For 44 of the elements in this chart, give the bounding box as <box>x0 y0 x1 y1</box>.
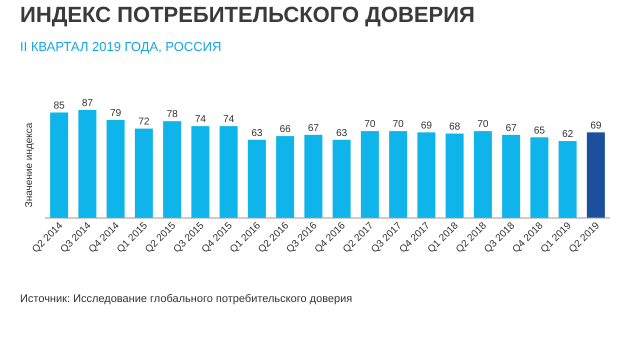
bar <box>220 126 238 218</box>
y-axis-title: Значение индекса <box>24 122 35 208</box>
data-label: 79 <box>110 108 122 119</box>
bar <box>163 121 182 218</box>
data-label: 69 <box>420 120 432 132</box>
data-label: 87 <box>82 98 94 109</box>
bar <box>474 131 492 218</box>
bar <box>134 128 153 218</box>
bar <box>106 120 125 218</box>
data-label: 63 <box>336 128 348 139</box>
data-label: 67 <box>506 122 518 134</box>
data-label: 70 <box>477 119 489 130</box>
bar <box>50 112 68 218</box>
bar <box>417 132 436 218</box>
data-label: 62 <box>562 129 574 140</box>
chart-title: ИНДЕКС ПОТРЕБИТЕЛЬСКОГО ДОВЕРИЯ <box>20 2 475 27</box>
bar <box>191 126 210 218</box>
bar <box>360 131 379 218</box>
data-label: 67 <box>308 122 320 134</box>
bar <box>304 134 322 218</box>
data-label: 70 <box>392 119 404 130</box>
data-label: 66 <box>280 124 292 136</box>
data-label: 74 <box>194 114 206 126</box>
data-label: 78 <box>166 109 178 120</box>
data-label: 72 <box>138 116 150 128</box>
bar <box>558 141 577 218</box>
bar <box>389 131 408 218</box>
bar <box>78 110 96 218</box>
bar <box>248 140 266 218</box>
bar <box>446 134 464 218</box>
data-label: 74 <box>223 114 235 126</box>
bar <box>332 140 351 218</box>
data-label: 63 <box>251 128 263 139</box>
data-label: 68 <box>449 122 461 133</box>
text: Источник: Исследование глобального потребительского доверия <box>20 293 352 305</box>
data-label: 85 <box>54 100 66 112</box>
bar <box>502 134 520 218</box>
data-label: 69 <box>590 120 602 132</box>
bar <box>530 137 548 218</box>
bar <box>586 132 605 218</box>
chart-subtitle: II КВАРТАЛ 2019 ГОДА, РОССИЯ <box>20 39 222 54</box>
data-label: 65 <box>534 125 546 136</box>
bar <box>276 136 294 218</box>
data-label: 70 <box>364 119 376 130</box>
